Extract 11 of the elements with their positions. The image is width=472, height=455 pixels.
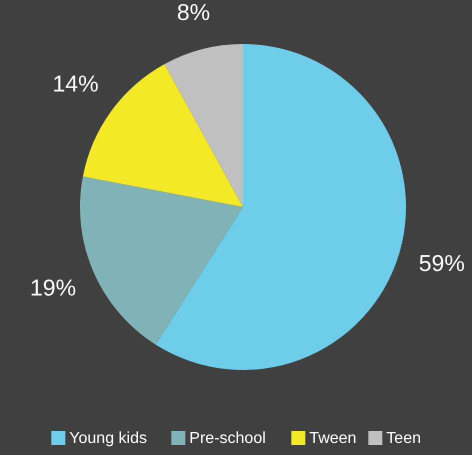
data-label: 59%	[418, 250, 465, 276]
legend-label: Young kids	[69, 430, 148, 447]
pie-slice	[156, 44, 406, 370]
legend-label: Teen	[386, 430, 422, 447]
pie-slice	[164, 44, 243, 207]
pie-slice	[80, 176, 243, 345]
legend-label: Tween	[309, 430, 356, 447]
data-label: 19%	[30, 274, 76, 300]
data-label: 14%	[52, 70, 99, 96]
legend-label: Pre-school	[189, 430, 266, 447]
data-label: 8%	[176, 0, 210, 26]
